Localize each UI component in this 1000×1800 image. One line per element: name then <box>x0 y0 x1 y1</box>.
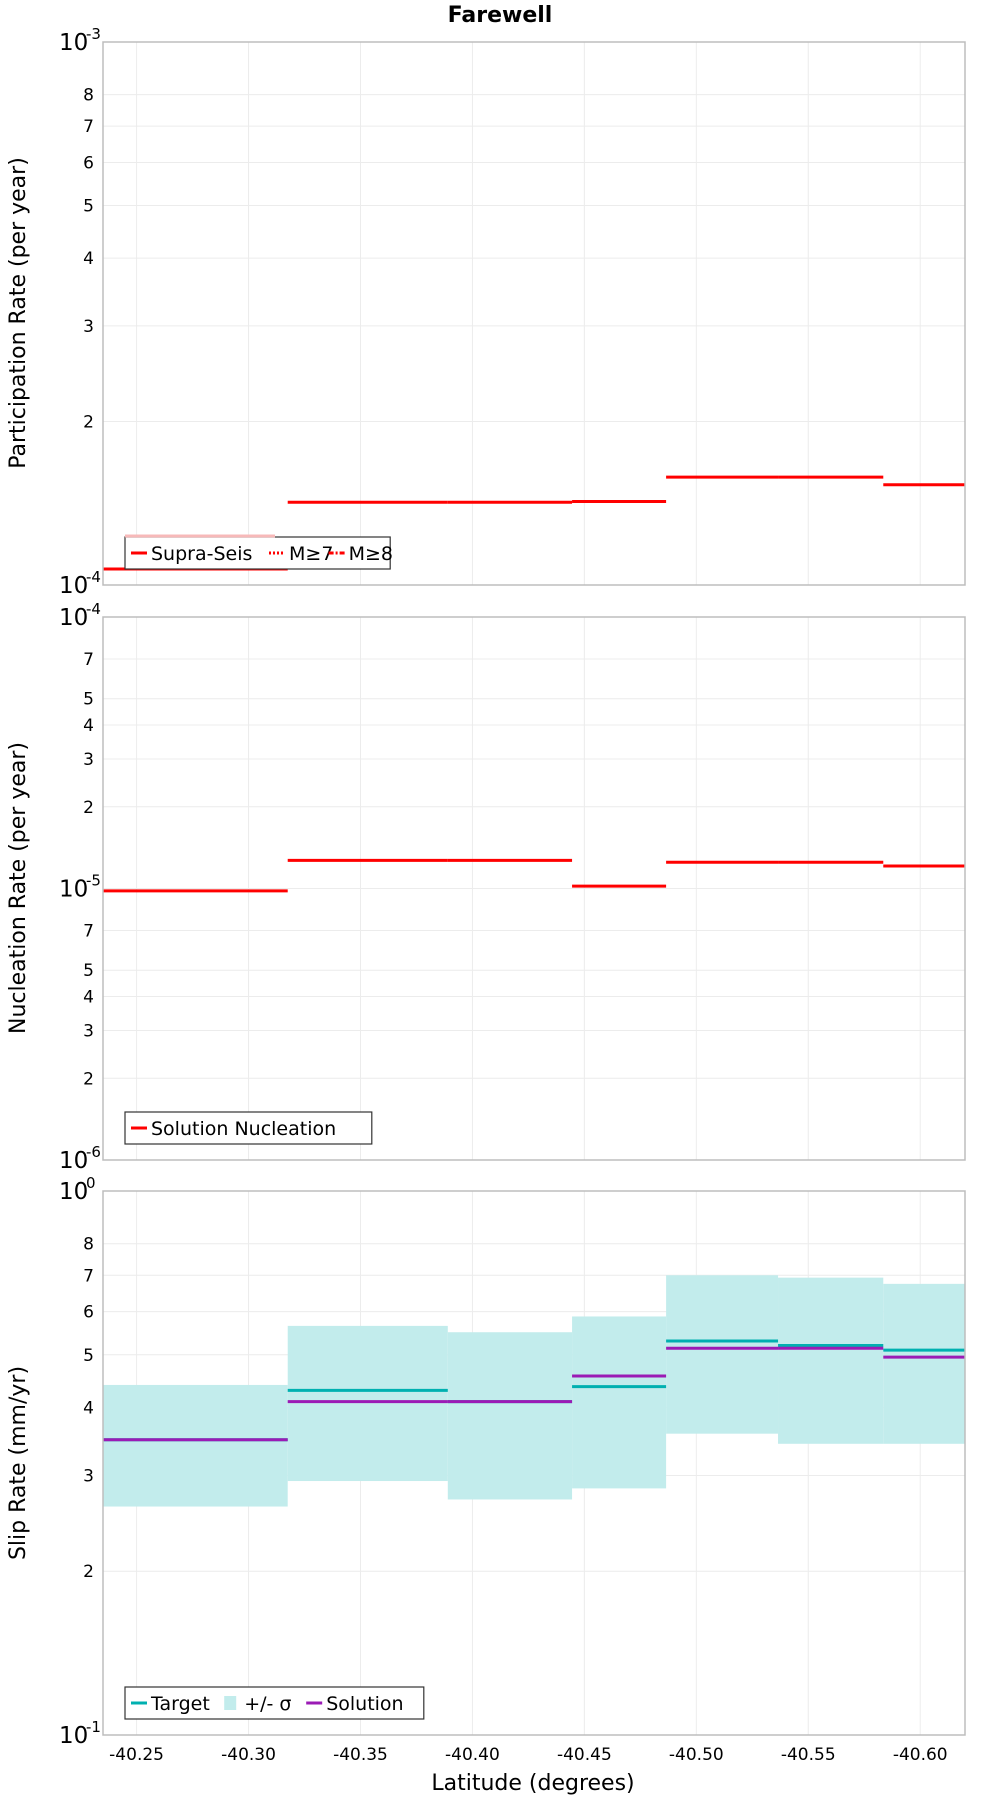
y-tick-label-exponent: -4 <box>86 600 101 618</box>
y-tick-label-minor: 7 <box>83 922 94 942</box>
y-axis-label: Participation Rate (per year) <box>6 157 31 469</box>
y-tick-label-minor: 7 <box>83 650 94 670</box>
sigma-band-segment <box>287 1325 448 1482</box>
y-tick-label-exponent: -5 <box>86 872 101 890</box>
y-tick-label-minor: 2 <box>83 413 94 433</box>
y-tick-label-minor: 3 <box>83 750 94 770</box>
y-tick-label-minor: 4 <box>83 249 94 269</box>
y-tick-label-decade: 10 <box>59 30 88 56</box>
y-tick-label-minor: 3 <box>83 317 94 337</box>
x-tick-label: -40.55 <box>781 1745 836 1765</box>
x-tick-label: -40.50 <box>669 1745 724 1765</box>
sigma-band-segment <box>666 1275 779 1434</box>
y-tick-label-minor: 4 <box>83 988 94 1008</box>
y-tick-label-decade: 10 <box>59 1148 88 1174</box>
y-tick-label-decade: 10 <box>59 877 88 903</box>
legend-label: +/- σ <box>244 1693 291 1715</box>
x-tick-label: -40.60 <box>893 1745 948 1765</box>
y-tick-label-exponent: -3 <box>86 25 101 43</box>
y-tick-label-exponent: -4 <box>86 568 101 586</box>
y-tick-label-minor: 3 <box>83 1466 94 1486</box>
legend: Supra-Seis M≥7 M≥8 <box>124 534 393 570</box>
legend-box <box>124 536 391 570</box>
y-tick-label-decade: 10 <box>59 1179 88 1205</box>
y-tick-label-minor: 6 <box>83 153 94 173</box>
legend-label: M≥7 <box>289 543 333 565</box>
y-tick-label-minor: 5 <box>83 690 94 710</box>
y-tick-label-minor: 5 <box>83 196 94 216</box>
x-axis-label: Latitude (degrees) <box>431 1771 634 1796</box>
legend-label: Solution <box>326 1693 403 1715</box>
y-tick-label-minor: 4 <box>83 1398 94 1418</box>
y-tick-label-minor: 8 <box>83 86 94 106</box>
y-tick-label-exponent: -1 <box>86 1718 101 1736</box>
chart-title: Farewell <box>448 3 553 28</box>
y-tick-label-minor: 7 <box>83 117 94 137</box>
y-tick-label-minor: 3 <box>83 1021 94 1041</box>
y-tick-label-exponent: 0 <box>86 1174 96 1192</box>
x-tick-label: -40.40 <box>445 1745 500 1765</box>
y-tick-label-minor: 8 <box>83 1235 94 1255</box>
sigma-band-segment <box>103 1384 288 1507</box>
legend-swatch <box>224 1696 237 1710</box>
y-tick-label-minor: 2 <box>83 1069 94 1089</box>
plot-frame <box>102 616 966 1161</box>
sigma-band-segment <box>572 1316 667 1489</box>
legend-box <box>124 1686 425 1720</box>
x-tick-label: -40.35 <box>333 1745 388 1765</box>
x-tick-label: -40.45 <box>557 1745 612 1765</box>
sigma-band-segment <box>447 1332 573 1500</box>
legend: Target +/- σ Solution <box>124 1686 425 1720</box>
legend: Solution Nucleation <box>124 1111 373 1145</box>
y-axis-label: Slip Rate (mm/yr) <box>6 1366 31 1560</box>
y-tick-label-minor: 6 <box>83 1303 94 1323</box>
y-tick-label-minor: 4 <box>83 716 94 736</box>
sigma-band-segment <box>778 1277 884 1444</box>
y-tick-label-decade: 10 <box>59 573 88 599</box>
legend-label: Target <box>150 1693 210 1715</box>
legend-box <box>124 1111 373 1145</box>
y-tick-label-minor: 7 <box>83 1266 94 1286</box>
y-tick-label-decade: 10 <box>59 1723 88 1749</box>
y-tick-label-minor: 5 <box>83 1346 94 1366</box>
plot-frame <box>102 1190 966 1736</box>
y-tick-label-minor: 2 <box>83 1562 94 1582</box>
x-tick-label: -40.30 <box>221 1745 276 1765</box>
plot-frame <box>102 41 966 586</box>
sigma-band-segment <box>883 1283 965 1444</box>
y-tick-label-minor: 5 <box>83 961 94 981</box>
y-tick-label-minor: 2 <box>83 798 94 818</box>
y-axis-label: Nucleation Rate (per year) <box>6 742 31 1034</box>
y-tick-label-exponent: -6 <box>86 1143 101 1161</box>
x-tick-label: -40.25 <box>109 1745 164 1765</box>
y-tick-label-decade: 10 <box>59 605 88 631</box>
legend-label: Solution Nucleation <box>151 1118 336 1140</box>
legend-label: M≥8 <box>349 543 393 565</box>
legend-label: Supra-Seis <box>151 543 252 565</box>
